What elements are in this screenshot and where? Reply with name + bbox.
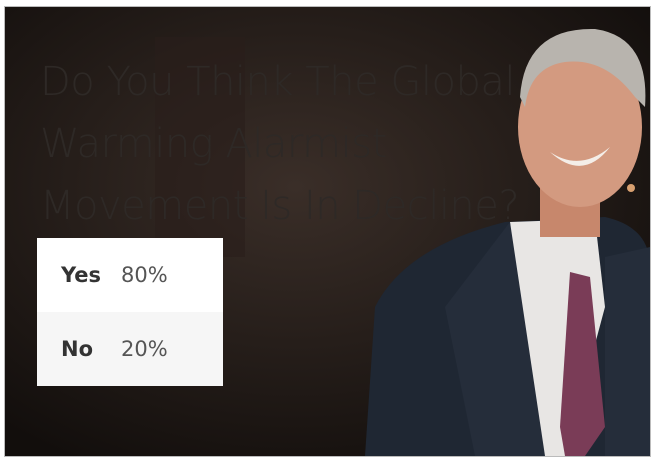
poll-card: Do You Think The Global Warming Alarmist… xyxy=(4,6,651,457)
option-result: 20% xyxy=(121,337,168,361)
result-row: No 20% xyxy=(37,312,223,386)
poll-question: Do You Think The Global Warming Alarmist… xyxy=(40,51,560,237)
option-label: Yes xyxy=(37,263,121,287)
poll-results: Yes 80% No 20% xyxy=(37,238,223,386)
option-label: No xyxy=(37,337,121,361)
page: Do You Think The Global Warming Alarmist… xyxy=(0,0,653,459)
option-result: 80% xyxy=(121,263,168,287)
result-row: Yes 80% xyxy=(37,238,223,312)
